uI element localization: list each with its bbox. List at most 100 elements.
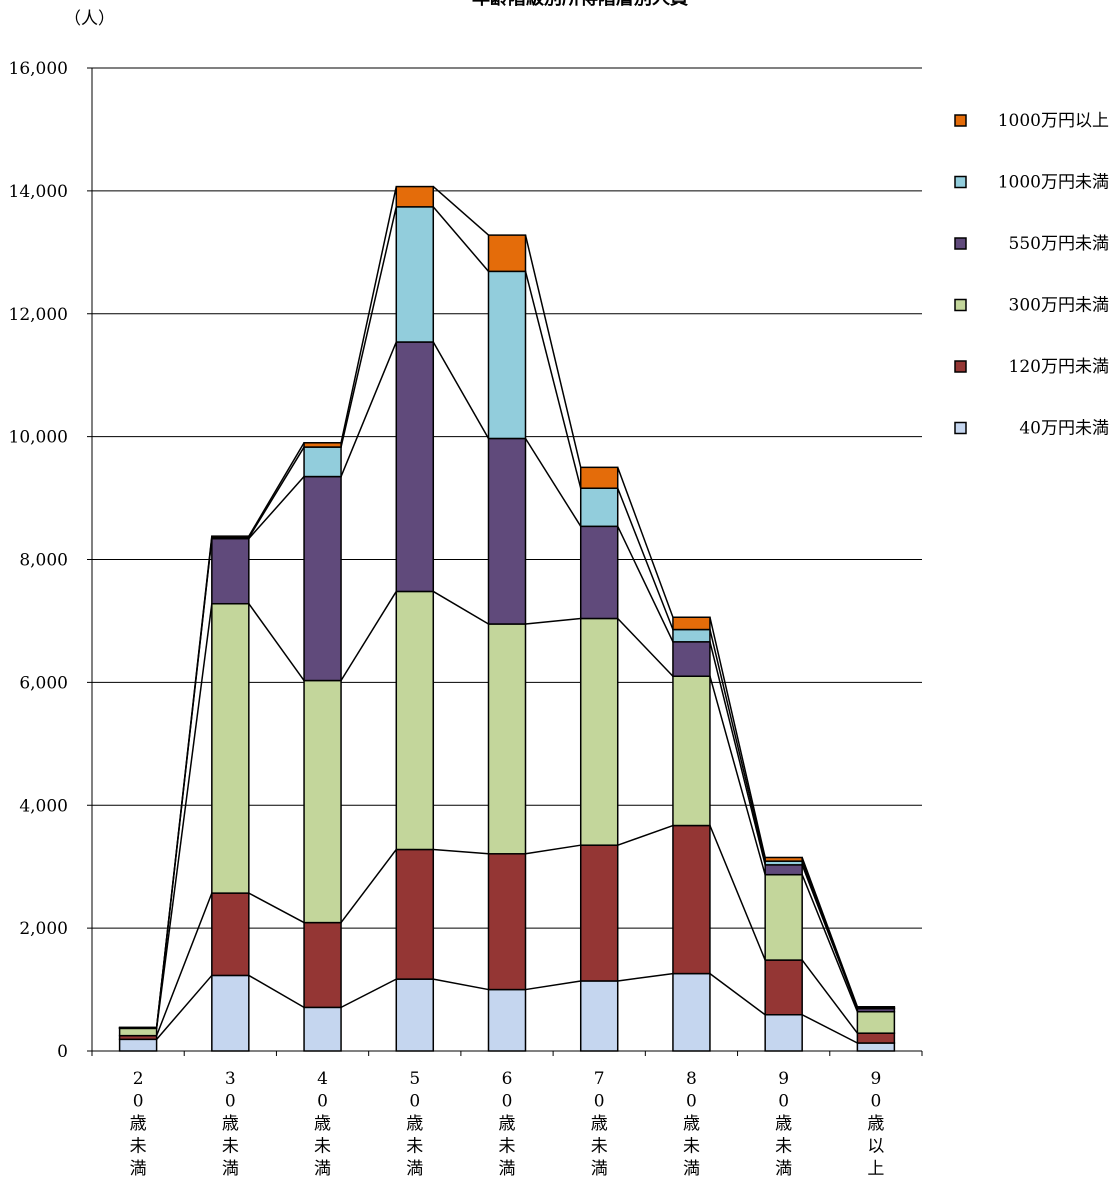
bar-segment <box>856 1042 896 1052</box>
bar-segment <box>211 892 250 977</box>
bar-segment <box>487 853 527 991</box>
series-connector-line <box>617 487 674 630</box>
series-connector-line <box>524 234 582 468</box>
x-tick-label-char: 満 <box>683 1159 700 1179</box>
legend-label: 1000万円未満 <box>998 173 1109 193</box>
x-tick-label-char: 8 <box>686 1069 697 1089</box>
bar-segment <box>579 525 619 620</box>
y-tick-label: 14,000 <box>9 182 68 202</box>
x-tick-label-char: 3 <box>225 1069 236 1089</box>
x-tick-label-char: 満 <box>222 1159 239 1179</box>
x-tick-label-char: 0 <box>778 1092 789 1112</box>
x-tick-label-char: 未 <box>406 1137 423 1157</box>
legend-label: 40万円未満 <box>1019 419 1109 439</box>
series-connector-line <box>617 824 674 846</box>
x-tick-label-char: 満 <box>314 1159 331 1179</box>
y-tick-label: 10,000 <box>9 428 68 448</box>
legend-item: 40万円未満 <box>954 419 1109 439</box>
bar-segment <box>211 602 250 894</box>
series-connector-line <box>340 206 398 448</box>
series-connector-line <box>248 603 305 681</box>
bar-segment <box>856 1010 896 1034</box>
legend-swatch <box>954 298 967 312</box>
bar-segment <box>487 437 527 625</box>
y-tick-label: 4,000 <box>19 796 68 816</box>
x-tick-label-char: 未 <box>683 1137 700 1157</box>
series-connector-line <box>617 617 674 677</box>
bar-segment <box>303 1006 342 1052</box>
x-tick-label-char: 0 <box>317 1092 328 1112</box>
bar-segment <box>395 206 435 343</box>
series-connector-line <box>155 892 213 1036</box>
x-tick-label-char: 歳 <box>130 1114 147 1134</box>
bar-segment <box>211 537 250 605</box>
series-connector-line <box>617 526 674 643</box>
series-connector-line <box>155 536 213 1028</box>
series-connector-line <box>709 617 766 858</box>
x-tick-label-char: 7 <box>594 1069 605 1089</box>
legend-item: 120万円未満 <box>954 357 1109 377</box>
bar-segment <box>303 921 342 1009</box>
x-tick-label-char: 0 <box>870 1092 881 1112</box>
bar-segment <box>303 442 342 448</box>
legend-item: 300万円未満 <box>954 296 1109 316</box>
bar-segment <box>487 623 527 855</box>
y-axis-unit: （人） <box>64 9 115 29</box>
series-connector-line <box>709 972 766 1016</box>
bar-segment <box>579 844 619 982</box>
series-connector-line <box>248 892 305 924</box>
bar-segment <box>579 980 619 1052</box>
bar-segment <box>118 1027 158 1037</box>
x-tick-label-char: 満 <box>775 1159 792 1179</box>
x-tick-label-char: 歳 <box>499 1114 516 1134</box>
bar-segment <box>856 1032 896 1044</box>
series-connector-line <box>709 641 766 866</box>
bar-segment <box>579 466 619 489</box>
y-tick-label: 16,000 <box>9 59 68 79</box>
bar-segment <box>579 487 619 528</box>
x-tick-labels: 20歳未満30歳未満40歳未満50歳未満60歳未満70歳未満80歳未満90歳未満… <box>130 1069 885 1179</box>
bar-segment <box>395 185 435 208</box>
x-tick-label-char: 未 <box>222 1137 239 1157</box>
x-tick-label-char: 歳 <box>314 1114 331 1134</box>
series-connector-line <box>433 848 489 855</box>
x-tick-label-char: 歳 <box>222 1114 239 1134</box>
x-tick-label-char: 6 <box>502 1069 513 1089</box>
x-tick-label-char: 歳 <box>591 1114 608 1134</box>
x-tick-label-char: 未 <box>775 1137 792 1157</box>
series-connector-line <box>340 591 397 681</box>
bar-segment <box>764 1014 803 1052</box>
series-connector-line <box>801 857 859 1008</box>
x-tick-label-char: 0 <box>502 1092 513 1112</box>
bar-segment <box>395 590 435 851</box>
y-tick-label: 6,000 <box>19 673 68 693</box>
bar-segment <box>303 475 342 682</box>
bar-segment <box>672 824 711 975</box>
x-tick-label-char: 0 <box>225 1092 236 1112</box>
legend-swatch <box>954 114 967 127</box>
series-connector-line <box>709 629 766 862</box>
x-tick-label-char: 2 <box>133 1069 144 1089</box>
x-tick-label-char: 歳 <box>867 1114 884 1134</box>
bar-segment <box>672 641 711 677</box>
series-connector-line <box>433 978 489 991</box>
legend-item: 1000万円以上 <box>954 111 1109 131</box>
series-connector-line <box>525 844 581 855</box>
x-tick-label-char: 満 <box>130 1159 147 1179</box>
series-connector-line <box>340 186 398 443</box>
bar-segment <box>303 446 342 478</box>
x-tick-label-char: 0 <box>594 1092 605 1112</box>
x-tick-label-char: 未 <box>130 1137 147 1157</box>
bar-segment <box>118 1038 158 1052</box>
bar-segment <box>764 856 803 862</box>
bar-segment <box>487 988 527 1052</box>
series-connector-line <box>156 974 213 1040</box>
x-tick-label-char: 未 <box>499 1137 516 1157</box>
